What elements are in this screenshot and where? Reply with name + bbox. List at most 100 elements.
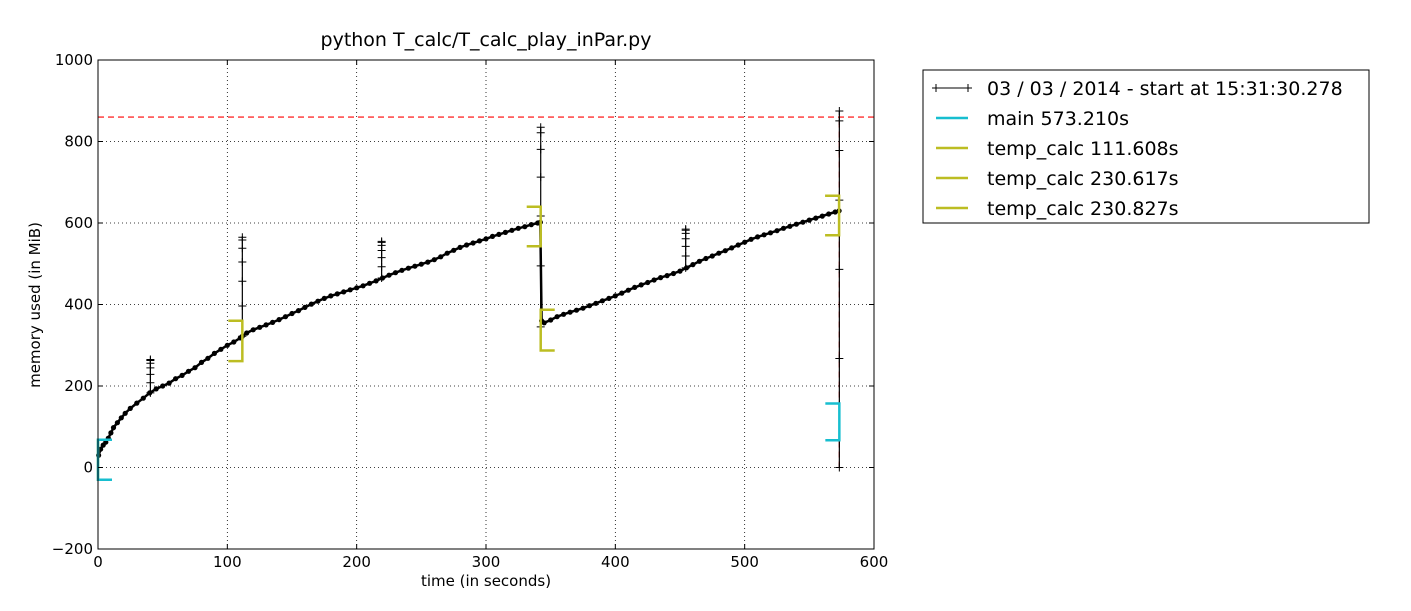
legend-label: temp_calc 230.827s	[987, 198, 1179, 220]
data-point	[664, 273, 670, 279]
y-tick-label: −200	[52, 540, 93, 558]
data-point	[742, 239, 748, 245]
data-point	[114, 420, 120, 426]
data-point	[483, 236, 489, 242]
data-point	[509, 227, 515, 233]
data-point	[787, 223, 793, 229]
spike-marker	[681, 251, 690, 260]
data-point	[819, 213, 825, 219]
spike-marker	[377, 262, 386, 271]
data-point	[515, 225, 521, 231]
spike-marker	[835, 106, 844, 115]
y-tick-label: 1000	[55, 51, 93, 69]
data-point	[638, 282, 644, 288]
y-tick-label: 0	[83, 459, 93, 477]
data-point	[179, 372, 185, 378]
data-point	[108, 430, 114, 436]
data-point	[580, 305, 586, 311]
data-point	[224, 342, 230, 348]
spike-marker	[835, 463, 844, 472]
data-point	[431, 257, 437, 263]
data-point	[586, 303, 593, 309]
data-point	[632, 284, 638, 290]
data-point	[612, 293, 618, 299]
data-point	[257, 324, 263, 330]
function-bracket	[825, 194, 841, 237]
data-point	[244, 330, 250, 336]
data-point	[302, 304, 308, 310]
data-point	[127, 405, 133, 411]
x-tick-label: 0	[93, 553, 103, 571]
data-point	[793, 221, 800, 227]
data-point	[185, 368, 192, 374]
data-point	[800, 219, 806, 225]
data-point	[153, 386, 159, 392]
data-point	[780, 225, 787, 231]
legend-box	[922, 69, 1370, 224]
legend: 03 / 03 / 2014 - start at 15:31:30.278 ma…	[922, 69, 1370, 224]
spike-marker	[377, 253, 386, 262]
data-point	[289, 310, 295, 317]
data-point	[761, 232, 767, 238]
data-point	[573, 307, 580, 313]
legend-label: temp_calc 111.608s	[987, 138, 1179, 160]
x-axis-label: time (in seconds)	[421, 572, 551, 590]
data-point	[308, 301, 314, 307]
data-point	[321, 295, 327, 301]
data-point	[118, 415, 124, 421]
spike-marker	[238, 258, 247, 267]
y-axis-label: memory used (in MiB)	[26, 222, 44, 388]
data-point	[522, 224, 528, 230]
spike-marker	[536, 145, 545, 154]
legend-entry: temp_calc 111.608s	[936, 138, 1179, 160]
spike-marker	[536, 128, 545, 137]
data-point	[599, 298, 606, 304]
y-tick-label: 400	[64, 296, 93, 314]
x-tick-label: 600	[860, 553, 889, 571]
data-point	[451, 247, 457, 253]
data-point	[373, 278, 379, 284]
data-point	[160, 383, 166, 389]
data-point	[729, 245, 735, 251]
spike-marker	[681, 242, 690, 251]
legend-label: temp_calc 230.617s	[987, 168, 1179, 190]
data-point	[735, 242, 741, 248]
data-point	[528, 222, 534, 228]
data-point	[386, 272, 392, 278]
data-point	[367, 280, 373, 286]
spike-marker	[238, 277, 247, 286]
data-point	[502, 229, 508, 235]
x-tick-label: 500	[730, 553, 759, 571]
data-point	[554, 314, 560, 320]
data-point	[774, 228, 780, 234]
spike-marker	[835, 354, 844, 363]
data-point	[496, 231, 502, 237]
data-point	[334, 291, 340, 297]
data-point	[218, 346, 224, 352]
data-point	[282, 314, 289, 320]
data-point	[567, 309, 573, 315]
spike-marker	[835, 265, 844, 274]
memory-usage-line	[97, 209, 840, 456]
y-tick-label: 200	[64, 377, 93, 395]
spike-marker	[146, 370, 155, 379]
data-point	[134, 400, 140, 406]
data-point	[541, 320, 547, 326]
data-point	[392, 270, 399, 276]
data-point	[250, 327, 256, 333]
data-point	[173, 376, 179, 382]
legend-entry: 03 / 03 / 2014 - start at 15:31:30.278	[932, 78, 1343, 100]
x-tick-label: 100	[213, 553, 242, 571]
spike-marker	[238, 244, 247, 253]
data-point	[412, 263, 418, 269]
spike-marker	[377, 246, 386, 255]
data-point	[767, 230, 774, 236]
data-point	[166, 380, 172, 386]
data-point	[122, 410, 128, 416]
data-point	[140, 395, 146, 401]
data-point	[696, 258, 703, 264]
data-point	[399, 267, 405, 273]
function-bracket	[526, 205, 542, 248]
legend-marker	[964, 84, 972, 92]
data-point	[561, 311, 567, 317]
